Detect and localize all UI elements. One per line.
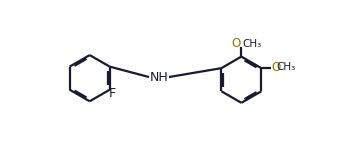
Text: O: O: [231, 37, 241, 50]
Text: O: O: [271, 61, 281, 74]
Text: NH: NH: [150, 71, 168, 84]
Text: F: F: [109, 87, 116, 100]
Text: CH₃: CH₃: [242, 39, 261, 49]
Text: CH₃: CH₃: [276, 62, 295, 72]
